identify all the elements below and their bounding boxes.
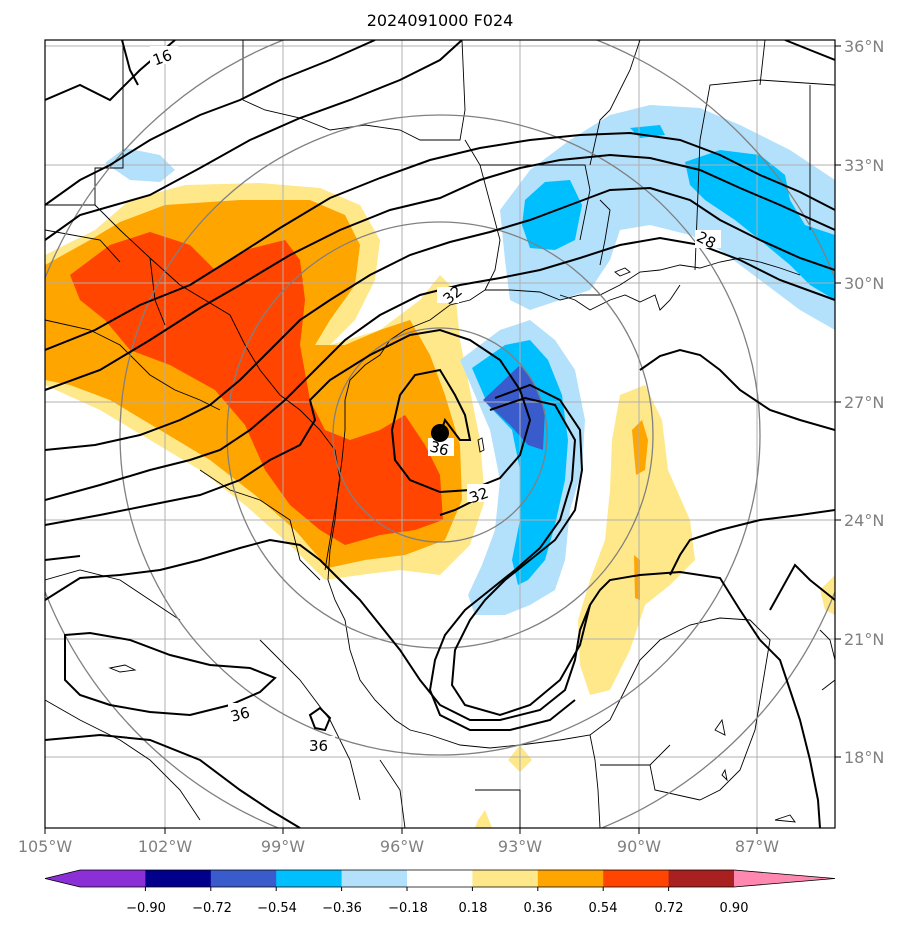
shade-0-54-west	[70, 232, 443, 545]
shade-small-south2	[475, 810, 492, 828]
lat-label: 21°N	[844, 630, 884, 649]
colorbar-segment	[407, 870, 473, 887]
map-title: 2024091000 F024	[367, 11, 514, 30]
colorbar-tick-label: 0.36	[524, 901, 553, 916]
colorbar-segment	[145, 870, 212, 887]
map-panel: 16 28 32 32 36 36 36	[45, 40, 835, 828]
lon-label: 105°W	[18, 837, 73, 856]
lon-labels: 105°W 102°W 99°W 96°W 93°W 90°W 87°W	[18, 837, 779, 856]
shade-neg-0-36-northeast	[685, 150, 835, 300]
colorbar-segment	[80, 870, 146, 887]
lat-labels: 36°N 33°N 30°N 27°N 24°N 21°N 18°N	[844, 37, 884, 767]
height-contours	[45, 40, 835, 828]
lon-label: 93°W	[498, 837, 542, 856]
colorbar-tick-label: −0.54	[257, 901, 297, 916]
colorbar-labels: −0.90 −0.72 −0.54 −0.36 −0.18 0.18 0.36 …	[126, 901, 748, 916]
colorbar-segment	[276, 870, 343, 887]
coastlines-borders	[45, 40, 835, 828]
lat-label: 30°N	[844, 274, 884, 293]
contour-label: 32	[467, 484, 491, 507]
shade-neg-0-36-north	[522, 180, 582, 250]
colorbar-segment	[472, 870, 539, 887]
colorbar	[44, 869, 836, 891]
positive-shading	[45, 183, 835, 828]
shade-0-18-east	[578, 385, 695, 695]
lon-label: 90°W	[617, 837, 661, 856]
axis-ticks	[44, 45, 841, 834]
map-frame	[44, 39, 836, 829]
shade-0-36-east	[632, 420, 648, 475]
colorbar-segment	[603, 870, 670, 887]
lat-label: 33°N	[844, 156, 884, 175]
colorbar-extend-low	[45, 870, 80, 887]
contour-label: 36	[229, 703, 252, 725]
contour-label: 36	[428, 437, 451, 459]
lon-label: 87°W	[735, 837, 779, 856]
lon-label: 99°W	[261, 837, 305, 856]
lat-label: 24°N	[844, 511, 884, 530]
colorbar-segment	[668, 870, 735, 887]
storm-center-marker	[431, 424, 449, 442]
contour-label: 36	[309, 737, 328, 755]
lat-label: 27°N	[844, 393, 884, 412]
colorbar-tick-label: −0.18	[388, 901, 428, 916]
colorbar-tick-label: −0.72	[192, 901, 232, 916]
colorbar-tick-label: 0.90	[720, 901, 749, 916]
contour-label: 16	[150, 46, 174, 69]
colorbar-segment	[341, 870, 408, 887]
lon-label: 96°W	[380, 837, 424, 856]
colorbar-tick-label: 0.18	[459, 901, 488, 916]
lat-label: 36°N	[844, 37, 884, 56]
colorbar-tick-label: 0.72	[655, 901, 684, 916]
colorbar-tick-label: 0.54	[589, 901, 618, 916]
colorbar-tick-label: −0.36	[322, 901, 362, 916]
colorbar-outline	[44, 869, 836, 888]
colorbar-segment	[537, 870, 604, 887]
colorbar-tick-label: −0.90	[126, 901, 166, 916]
colorbar-segment	[210, 870, 277, 887]
lon-label: 102°W	[138, 837, 193, 856]
lat-lon-grid	[45, 40, 835, 828]
colorbar-extend-high	[734, 870, 835, 887]
lat-label: 18°N	[844, 748, 884, 767]
